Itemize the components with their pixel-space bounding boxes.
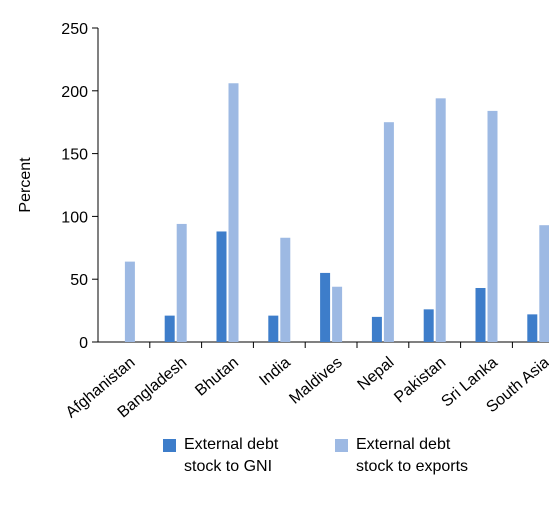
bar-exports-sri-lanka (487, 110, 498, 343)
legend-label-gni: External debt stock to GNI (184, 436, 279, 475)
legend-item-gni: External debt stock to GNI (163, 434, 278, 478)
y-tick-label: 0 (79, 335, 88, 352)
x-tick-label: Maldives (286, 354, 345, 408)
bar-exports-bhutan (228, 83, 239, 342)
bar-gni-bangladesh (164, 315, 175, 342)
x-tick-label: Nepal (355, 354, 398, 394)
bar-gni-bhutan (216, 231, 227, 342)
y-tick-label: 50 (70, 272, 88, 289)
y-axis-label: Percent (17, 157, 34, 213)
bar-gni-south-asia (527, 314, 538, 342)
legend-swatch-exports (335, 439, 348, 452)
bar-exports-south-asia (539, 225, 549, 342)
x-tick-label: India (256, 354, 294, 389)
bar-exports-india (280, 237, 291, 342)
bar-gni-india (268, 315, 279, 342)
chart-bars (124, 83, 549, 343)
bar-exports-pakistan (435, 98, 446, 342)
bar-gni-nepal (371, 316, 382, 342)
chart-legend: External debt stock to GNI External debt… (163, 434, 543, 510)
bar-exports-maldives (332, 286, 343, 342)
bar-exports-bangladesh (176, 223, 187, 342)
legend-label-exports: External debt stock to exports (356, 436, 469, 475)
bar-gni-pakistan (423, 309, 434, 342)
chart-title-partial: 2012 (18, 0, 54, 6)
y-tick-label: 100 (61, 209, 88, 226)
bar-gni-sri-lanka (475, 287, 486, 342)
y-tick-label: 200 (61, 84, 88, 101)
bar-gni-maldives (320, 272, 331, 342)
y-tick-label: 150 (61, 147, 88, 164)
bar-exports-afghanistan (124, 261, 135, 342)
x-tick-label: Bhutan (192, 354, 242, 400)
y-tick-label: 250 (61, 21, 88, 38)
legend-item-exports: External debt stock to exports (335, 434, 468, 478)
legend-swatch-gni (163, 439, 176, 452)
bar-exports-nepal (383, 122, 394, 342)
